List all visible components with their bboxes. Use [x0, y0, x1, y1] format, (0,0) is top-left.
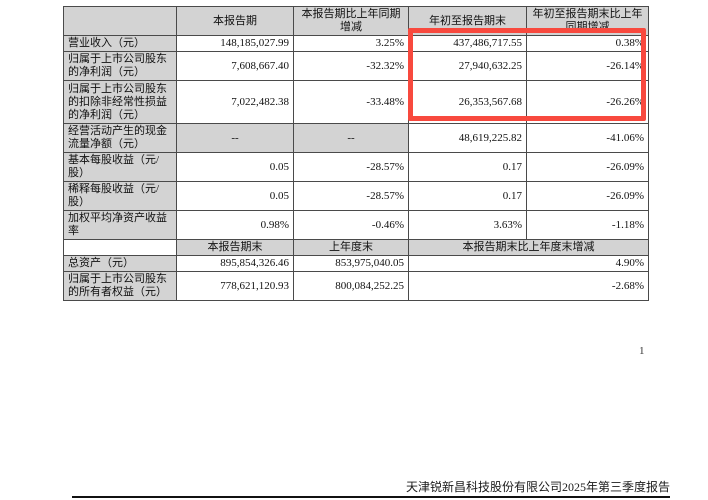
- row-label: 经营活动产生的现金流量净额（元）: [63, 123, 177, 153]
- cell-cash-flow-ytd: 48,619,225.82: [408, 123, 527, 153]
- income-header-row: 本报告期 本报告期比上年同期增减 年初至报告期末 年初至报告期末比上年同期增减: [63, 6, 649, 36]
- balance-header-empty-cell: [63, 239, 177, 256]
- header-ytd: 年初至报告期末: [408, 6, 527, 36]
- row-basic-eps: 基本每股收益（元/股） 0.05 -28.57% 0.17 -26.09%: [63, 152, 649, 182]
- cell-deducted-ytd: 26,353,567.68: [408, 80, 527, 124]
- row-weighted-avg-roe: 加权平均净资产收益率 0.98% -0.46% 3.63% -1.18%: [63, 210, 649, 240]
- cell-basic-eps-ytd: 0.17: [408, 152, 527, 182]
- cell-revenue-period: 148,185,027.99: [176, 35, 294, 52]
- header-period-yoy: 本报告期比上年同期增减: [293, 6, 409, 36]
- footer-report-title: 天津锐新昌科技股份有限公司2025年第三季度报告: [405, 480, 670, 494]
- cell-equity-prior-year: 800,084,252.25: [293, 271, 409, 301]
- cell-deducted-ytd-yoy: -26.26%: [526, 80, 649, 124]
- cell-total-assets-prior-year: 853,975,040.05: [293, 255, 409, 272]
- cell-roe-ytd: 3.63%: [408, 210, 527, 240]
- cell-cash-flow-period-yoy: --: [293, 123, 409, 153]
- cell-basic-eps-period-yoy: -28.57%: [293, 152, 409, 182]
- row-net-profit: 归属于上市公司股东的净利润（元） 7,608,667.40 -32.32% 27…: [63, 51, 649, 81]
- header-empty-cell: [63, 6, 177, 36]
- cell-revenue-ytd: 437,486,717.55: [408, 35, 527, 52]
- cell-roe-period: 0.98%: [176, 210, 294, 240]
- row-label: 加权平均净资产收益率: [63, 210, 177, 240]
- cell-deducted-period: 7,022,482.38: [176, 80, 294, 124]
- row-label: 营业收入（元）: [63, 35, 177, 52]
- row-label: 归属于上市公司股东的所有者权益（元）: [63, 271, 177, 301]
- cell-diluted-eps-ytd-yoy: -26.09%: [526, 181, 649, 211]
- row-label: 基本每股收益（元/股）: [63, 152, 177, 182]
- row-operating-cash-flow: 经营活动产生的现金流量净额（元） -- -- 48,619,225.82 -41…: [63, 123, 649, 153]
- cell-roe-period-yoy: -0.46%: [293, 210, 409, 240]
- cell-revenue-period-yoy: 3.25%: [293, 35, 409, 52]
- balance-header-row: 本报告期末 上年度末 本报告期末比上年度末增减: [63, 239, 649, 256]
- cell-basic-eps-period: 0.05: [176, 152, 294, 182]
- cell-net-profit-ytd: 27,940,632.25: [408, 51, 527, 81]
- footer-divider: [72, 496, 670, 498]
- cell-net-profit-period-yoy: -32.32%: [293, 51, 409, 81]
- cell-cash-flow-period: --: [176, 123, 294, 153]
- cell-deducted-period-yoy: -33.48%: [293, 80, 409, 124]
- row-diluted-eps: 稀释每股收益（元/股） 0.05 -28.57% 0.17 -26.09%: [63, 181, 649, 211]
- header-period-end-change: 本报告期末比上年度末增减: [408, 239, 649, 256]
- row-revenue: 营业收入（元） 148,185,027.99 3.25% 437,486,717…: [63, 35, 649, 52]
- cell-diluted-eps-period-yoy: -28.57%: [293, 181, 409, 211]
- cell-revenue-ytd-yoy: 0.38%: [526, 35, 649, 52]
- header-current-period: 本报告期: [176, 6, 294, 36]
- cell-net-profit-period: 7,608,667.40: [176, 51, 294, 81]
- header-prior-year-end: 上年度末: [293, 239, 409, 256]
- cell-basic-eps-ytd-yoy: -26.09%: [526, 152, 649, 182]
- row-label: 稀释每股收益（元/股）: [63, 181, 177, 211]
- row-total-assets: 总资产（元） 895,854,326.46 853,975,040.05 4.9…: [63, 255, 649, 272]
- row-label: 归属于上市公司股东的净利润（元）: [63, 51, 177, 81]
- header-period-end: 本报告期末: [176, 239, 294, 256]
- cell-equity-change: -2.68%: [408, 271, 649, 301]
- cell-equity-period-end: 778,621,120.93: [176, 271, 294, 301]
- page-number: 1: [639, 345, 645, 357]
- cell-net-profit-ytd-yoy: -26.14%: [526, 51, 649, 81]
- cell-roe-ytd-yoy: -1.18%: [526, 210, 649, 240]
- cell-diluted-eps-period: 0.05: [176, 181, 294, 211]
- cell-cash-flow-ytd-yoy: -41.06%: [526, 123, 649, 153]
- row-label: 总资产（元）: [63, 255, 177, 272]
- financial-summary-table: 本报告期 本报告期比上年同期增减 年初至报告期末 年初至报告期末比上年同期增减 …: [63, 6, 649, 301]
- row-deducted-net-profit: 归属于上市公司股东的扣除非经常性损益的净利润（元） 7,022,482.38 -…: [63, 80, 649, 124]
- cell-total-assets-period-end: 895,854,326.46: [176, 255, 294, 272]
- cell-diluted-eps-ytd: 0.17: [408, 181, 527, 211]
- row-owners-equity: 归属于上市公司股东的所有者权益（元） 778,621,120.93 800,08…: [63, 271, 649, 301]
- header-ytd-yoy: 年初至报告期末比上年同期增减: [526, 6, 649, 36]
- cell-total-assets-change: 4.90%: [408, 255, 649, 272]
- row-label: 归属于上市公司股东的扣除非经常性损益的净利润（元）: [63, 80, 177, 124]
